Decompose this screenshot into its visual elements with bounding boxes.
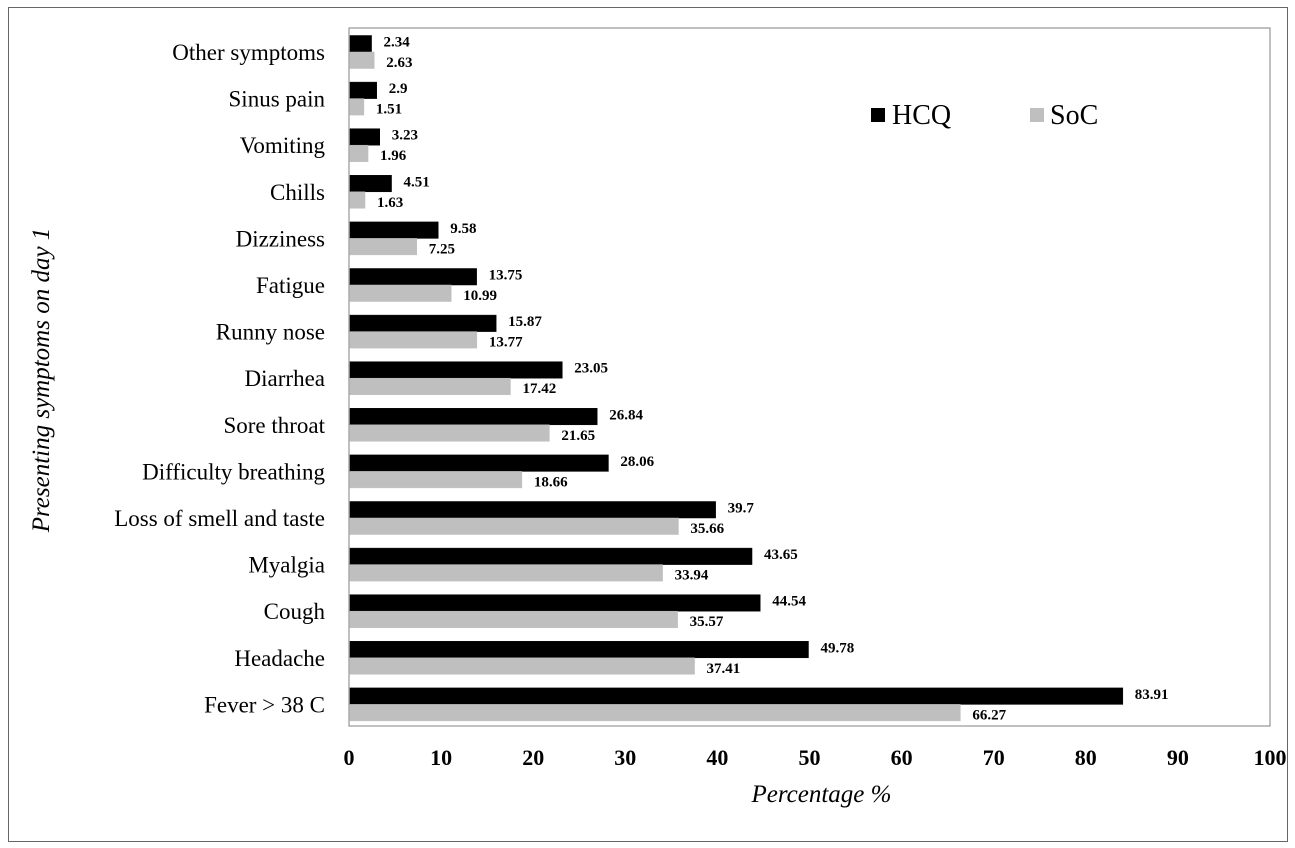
x-tick-label: 0 — [344, 745, 355, 770]
data-label-hcq: 23.05 — [574, 361, 608, 377]
bar-hcq — [349, 594, 761, 612]
category-label: Myalgia — [248, 553, 325, 578]
data-label-soc: 7.25 — [429, 241, 455, 257]
x-tick-label: 20 — [522, 745, 544, 770]
legend-label-hcq: HCQ — [892, 100, 951, 131]
x-tick-label: 90 — [1167, 745, 1189, 770]
bar-soc — [349, 284, 452, 302]
data-label-hcq: 15.87 — [508, 314, 542, 330]
category-label: Chills — [270, 180, 325, 205]
data-label-soc: 1.96 — [380, 148, 407, 164]
category-label: Runny nose — [216, 320, 325, 345]
bar-hcq — [349, 81, 377, 99]
category-label: Other symptoms — [172, 40, 325, 65]
bar-hcq — [349, 128, 380, 146]
bar-hcq — [349, 268, 477, 286]
bar-soc — [349, 191, 366, 209]
data-label-soc: 10.99 — [463, 288, 497, 304]
category-label: Fever > 38 C — [204, 692, 325, 717]
bar-hcq — [349, 361, 563, 379]
data-label-soc: 35.66 — [690, 521, 724, 537]
bar-hcq — [349, 641, 809, 659]
legend-swatch-soc — [1030, 108, 1044, 122]
data-label-soc: 17.42 — [522, 381, 556, 397]
data-label-hcq: 2.9 — [389, 81, 408, 97]
x-tick-label: 80 — [1075, 745, 1097, 770]
bar-soc — [349, 51, 375, 69]
data-label-hcq: 4.51 — [404, 174, 430, 190]
data-label-hcq: 43.65 — [764, 547, 798, 563]
y-axis-title: Presenting symptoms on day 1 — [28, 228, 55, 534]
bar-hcq — [349, 501, 716, 519]
legend-swatch-hcq — [871, 108, 885, 122]
data-label-hcq: 2.34 — [384, 35, 411, 51]
data-label-hcq: 44.54 — [772, 594, 806, 610]
category-label: Sore throat — [223, 413, 325, 438]
category-label: Sinus pain — [229, 87, 326, 112]
x-tick-label: 70 — [983, 745, 1005, 770]
bar-hcq — [349, 221, 439, 239]
bar-soc — [349, 144, 369, 162]
data-label-hcq: 28.06 — [620, 454, 654, 470]
category-label: Dizziness — [236, 226, 325, 251]
data-label-hcq: 13.75 — [489, 268, 523, 284]
legend-label-soc: SoC — [1050, 100, 1098, 131]
data-label-hcq: 26.84 — [609, 407, 643, 423]
data-label-hcq: 83.91 — [1135, 687, 1169, 703]
category-label: Difficulty breathing — [142, 459, 325, 484]
data-label-soc: 35.57 — [690, 614, 724, 630]
category-label: Diarrhea — [245, 366, 325, 391]
plot-area — [348, 27, 1271, 727]
data-label-hcq: 39.7 — [728, 501, 755, 517]
bar-soc — [349, 517, 679, 535]
x-tick-label: 50 — [799, 745, 821, 770]
category-label: Fatigue — [256, 273, 325, 298]
data-label-hcq: 9.58 — [450, 221, 476, 237]
x-tick-label: 60 — [891, 745, 913, 770]
bar-soc — [349, 471, 523, 489]
data-label-soc: 18.66 — [534, 474, 568, 490]
data-label-hcq: 3.23 — [392, 128, 418, 144]
data-label-soc: 33.94 — [675, 568, 709, 584]
data-label-soc: 2.63 — [386, 55, 412, 71]
bar-soc — [349, 238, 418, 256]
bar-soc — [349, 331, 478, 349]
bar-hcq — [349, 175, 392, 193]
bar-soc — [349, 424, 550, 442]
x-tick-label: 10 — [430, 745, 452, 770]
x-axis-title: Percentage % — [751, 781, 892, 808]
bar-soc — [349, 610, 678, 628]
bar-hcq — [349, 35, 372, 53]
data-label-hcq: 49.78 — [820, 640, 854, 656]
bar-hcq — [349, 408, 598, 426]
category-label: Loss of smell and taste — [114, 506, 325, 531]
data-label-soc: 1.63 — [377, 195, 403, 211]
bar-soc — [349, 657, 695, 675]
bar-soc — [349, 98, 365, 116]
category-label: Headache — [234, 646, 325, 671]
bar-hcq — [349, 687, 1124, 705]
data-label-soc: 66.27 — [972, 707, 1006, 723]
bar-soc — [349, 377, 511, 395]
x-tick-label: 40 — [706, 745, 728, 770]
bar-hcq — [349, 454, 609, 472]
x-tick-label: 30 — [614, 745, 636, 770]
data-label-soc: 13.77 — [489, 335, 523, 351]
category-label: Vomiting — [240, 133, 326, 158]
data-label-soc: 21.65 — [561, 428, 595, 444]
data-label-soc: 1.51 — [376, 102, 402, 118]
x-tick-label: 100 — [1254, 745, 1287, 770]
data-label-soc: 37.41 — [707, 661, 741, 677]
bar-soc — [349, 564, 663, 582]
category-label: Cough — [264, 599, 326, 624]
bar-soc — [349, 704, 961, 722]
bar-hcq — [349, 547, 753, 565]
bar-hcq — [349, 314, 497, 332]
